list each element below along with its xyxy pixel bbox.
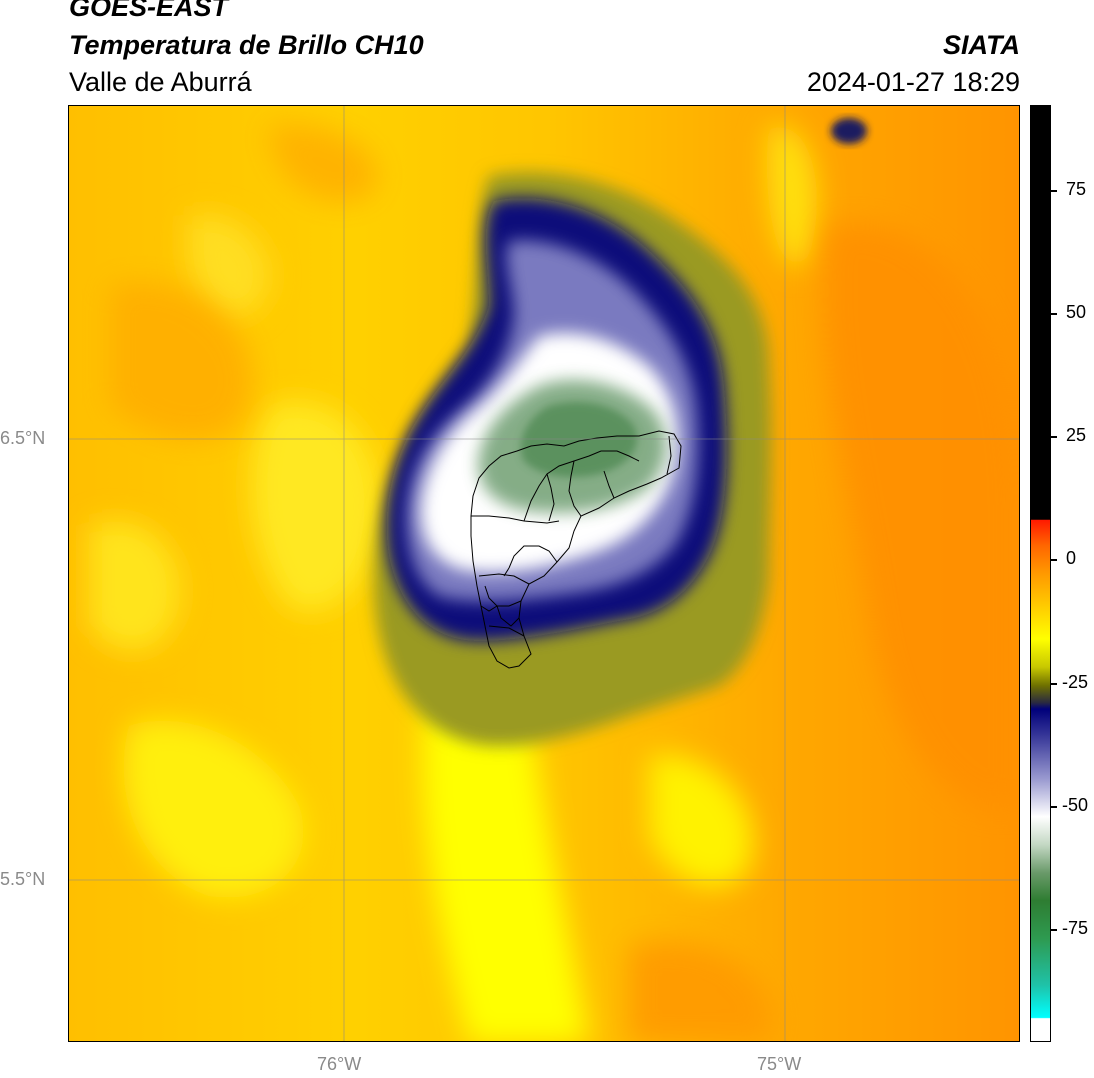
temperature-colorbar bbox=[1030, 105, 1051, 1042]
municipal-boundaries bbox=[470, 430, 682, 669]
orange-patches bbox=[109, 124, 1019, 1041]
longitude-label: 76°W bbox=[317, 1054, 362, 1074]
colorbar-tick bbox=[1051, 683, 1057, 685]
longitude-label: 75°W bbox=[757, 1054, 802, 1074]
yellow-patches bbox=[89, 125, 817, 1041]
colorbar-tick bbox=[1051, 929, 1057, 931]
colorbar-label: 75 bbox=[1066, 179, 1087, 199]
product-title: Temperatura de Brillo CH10 bbox=[69, 30, 424, 60]
colorbar-label: -75 bbox=[1062, 918, 1089, 938]
colorbar-label: -25 bbox=[1062, 672, 1089, 692]
satellite-title: GOES-EAST bbox=[69, 0, 229, 22]
organization-label: SIATA bbox=[943, 30, 1020, 60]
colorbar-label: 50 bbox=[1066, 302, 1087, 322]
colorbar-tick bbox=[1051, 313, 1057, 315]
map-gridlines bbox=[69, 106, 1019, 1041]
cloud-green-inner bbox=[520, 402, 638, 478]
colorbar-label: -50 bbox=[1062, 795, 1089, 815]
colorbar-label: 25 bbox=[1066, 425, 1087, 445]
colorbar-tick bbox=[1051, 806, 1057, 808]
colorbar-label: 0 bbox=[1066, 548, 1077, 568]
colorbar-tick bbox=[1051, 559, 1057, 561]
satellite-map bbox=[68, 105, 1020, 1042]
brightness-temperature-field bbox=[69, 106, 1019, 1041]
colorbar-tick bbox=[1051, 436, 1057, 438]
latitude-label: 6.5°N bbox=[0, 428, 46, 448]
region-label: Valle de Aburrá bbox=[69, 67, 252, 97]
latitude-label: 5.5°N bbox=[0, 869, 46, 889]
colorbar-tick bbox=[1051, 190, 1057, 192]
datetime-label: 2024-01-27 18:29 bbox=[806, 67, 1020, 97]
small-convective-cell bbox=[831, 118, 867, 144]
